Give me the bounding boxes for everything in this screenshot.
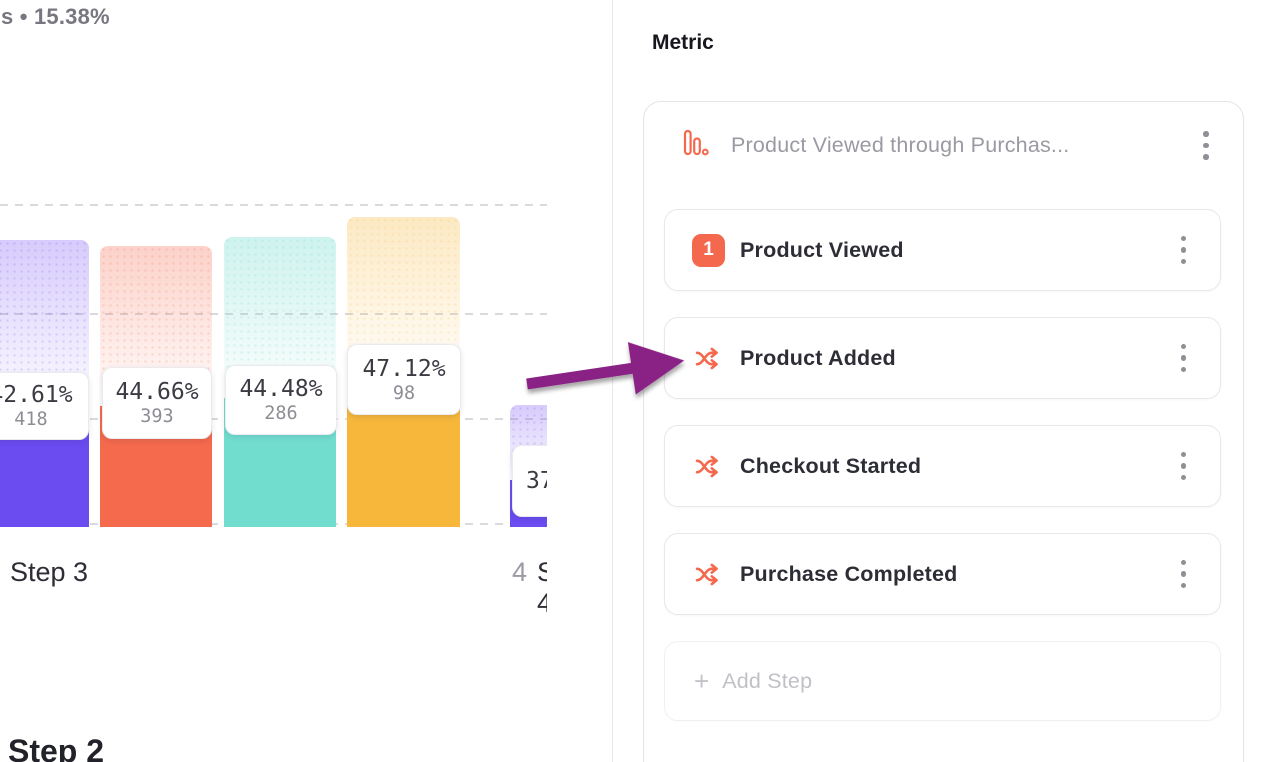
- step-menu-kebab-icon[interactable]: [1180, 559, 1186, 589]
- metric-card: Product Viewed through Purchas... 1 Produ…: [643, 101, 1244, 762]
- value-card-step3-bar-4: 47.12% 98: [347, 344, 461, 415]
- conversion-count: 98: [392, 382, 416, 404]
- kebab-dot: [1180, 247, 1186, 253]
- shuffle-icon: [692, 450, 725, 483]
- chart-gridline: [0, 204, 547, 206]
- x-axis-label-step3: Step 3: [10, 557, 89, 587]
- shuffle-icon: [692, 342, 725, 375]
- value-card-step4-bar-1: 37: [512, 445, 547, 517]
- conversion-pct: 37: [526, 468, 547, 494]
- kebab-dot: [1180, 235, 1186, 242]
- step-label: Product Added: [740, 345, 896, 370]
- step-label: Checkout Started: [740, 453, 922, 478]
- funnel-chart: s • 15.38% 42.61%41844.66%39344.48%28647…: [0, 0, 547, 762]
- metric-step-purchase-completed[interactable]: Purchase Completed: [664, 533, 1221, 615]
- conversion-pct: 42.61%: [0, 382, 73, 408]
- add-step-label: Add Step: [722, 668, 813, 693]
- step-menu-kebab-icon[interactable]: [1180, 343, 1186, 373]
- metric-title[interactable]: Product Viewed through Purchas...: [731, 133, 1070, 157]
- kebab-dot: [1180, 258, 1186, 265]
- metric-panel: Metric Product Viewed through Purchas...…: [613, 0, 1264, 762]
- step-number-badge: 1: [692, 233, 725, 267]
- conversion-pct: 47.12%: [362, 355, 446, 382]
- funnel-chart-icon: [683, 128, 709, 160]
- step-label: Purchase Completed: [740, 561, 958, 586]
- x-axis-group-number: 4: [512, 557, 528, 587]
- kebab-dot: [1180, 571, 1186, 577]
- value-card-step3-bar-3: 44.48% 286: [225, 365, 337, 435]
- step-menu-kebab-icon[interactable]: [1180, 451, 1186, 481]
- x-axis-label-step4: 4 Step 4: [512, 557, 547, 619]
- conversion-pct: 44.66%: [115, 379, 199, 405]
- conversion-count: 286: [264, 403, 298, 424]
- kebab-dot: [1180, 559, 1186, 566]
- conversion-count: 418: [14, 409, 48, 430]
- metric-step-product-added[interactable]: Product Added: [664, 317, 1221, 399]
- add-step-button[interactable]: + Add Step: [664, 641, 1221, 721]
- kebab-dot: [1180, 343, 1186, 350]
- kebab-dot: [1180, 474, 1186, 481]
- kebab-dot: [1180, 582, 1186, 589]
- shuffle-icon: [692, 558, 725, 591]
- kebab-dot: [1180, 463, 1186, 469]
- chart-gridline: [0, 313, 547, 315]
- metric-step-product-viewed[interactable]: 1 Product Viewed: [664, 209, 1221, 291]
- metric-step-checkout-started[interactable]: Checkout Started: [664, 425, 1221, 507]
- section-heading-step2: Step 2: [8, 733, 105, 762]
- panel-title: Metric: [652, 31, 714, 54]
- plus-icon: +: [694, 665, 710, 696]
- value-card-step3-bar-2: 44.66% 393: [102, 367, 212, 439]
- chart-summary-fragment: s • 15.38%: [1, 4, 110, 29]
- kebab-dot: [1180, 451, 1186, 458]
- x-axis-group-name: Step 4: [537, 557, 547, 618]
- metric-menu-kebab-icon[interactable]: [1203, 131, 1209, 160]
- kebab-dot: [1180, 366, 1186, 373]
- conversion-count: 393: [140, 406, 174, 427]
- conversion-pct: 44.48%: [239, 376, 323, 402]
- value-card-step3-bar-1: 42.61%418: [0, 372, 89, 440]
- step-menu-kebab-icon[interactable]: [1180, 235, 1186, 265]
- badge-number: 1: [692, 233, 725, 267]
- step-label: Product Viewed: [740, 237, 904, 262]
- kebab-dot: [1180, 355, 1186, 361]
